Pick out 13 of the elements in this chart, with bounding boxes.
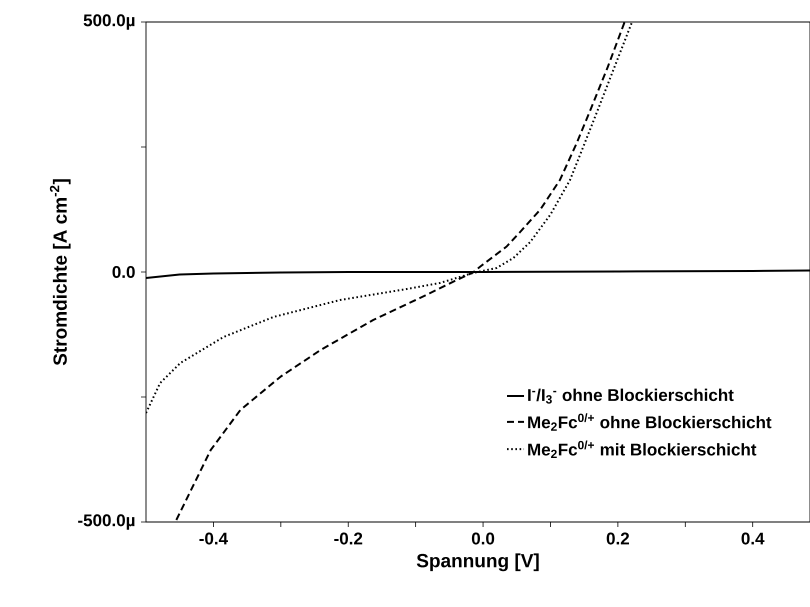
legend-label: I$^{-}$/I$_{3}$$^{-}$ ohne Blockierschicht [528, 388, 734, 404]
x-tick-label: -0.2 [334, 532, 362, 545]
x-tick-label: 0.2 [606, 532, 630, 545]
y-tick-label: 0.0 [112, 266, 135, 278]
x-tick-label: 0.0 [472, 532, 494, 545]
legend-label: Me$_{2}$Fc$^{0/+}$ ohne Blockierschicht [528, 413, 772, 431]
y-tick-label: -500.0µ [78, 514, 134, 530]
x-tick-label: -0.4 [199, 532, 228, 545]
y-tick-label: 500.0µ [84, 14, 134, 30]
x-tick-label: 0.4 [742, 532, 764, 545]
x-axis-title: Spannung [V] [416, 553, 539, 572]
y-axis-title: Stromdichte [A cm$^{-2}$] [50, 179, 71, 366]
legend-label: Me$_{2}$Fc$^{0/+}$ mit Blockierschicht [528, 440, 756, 458]
